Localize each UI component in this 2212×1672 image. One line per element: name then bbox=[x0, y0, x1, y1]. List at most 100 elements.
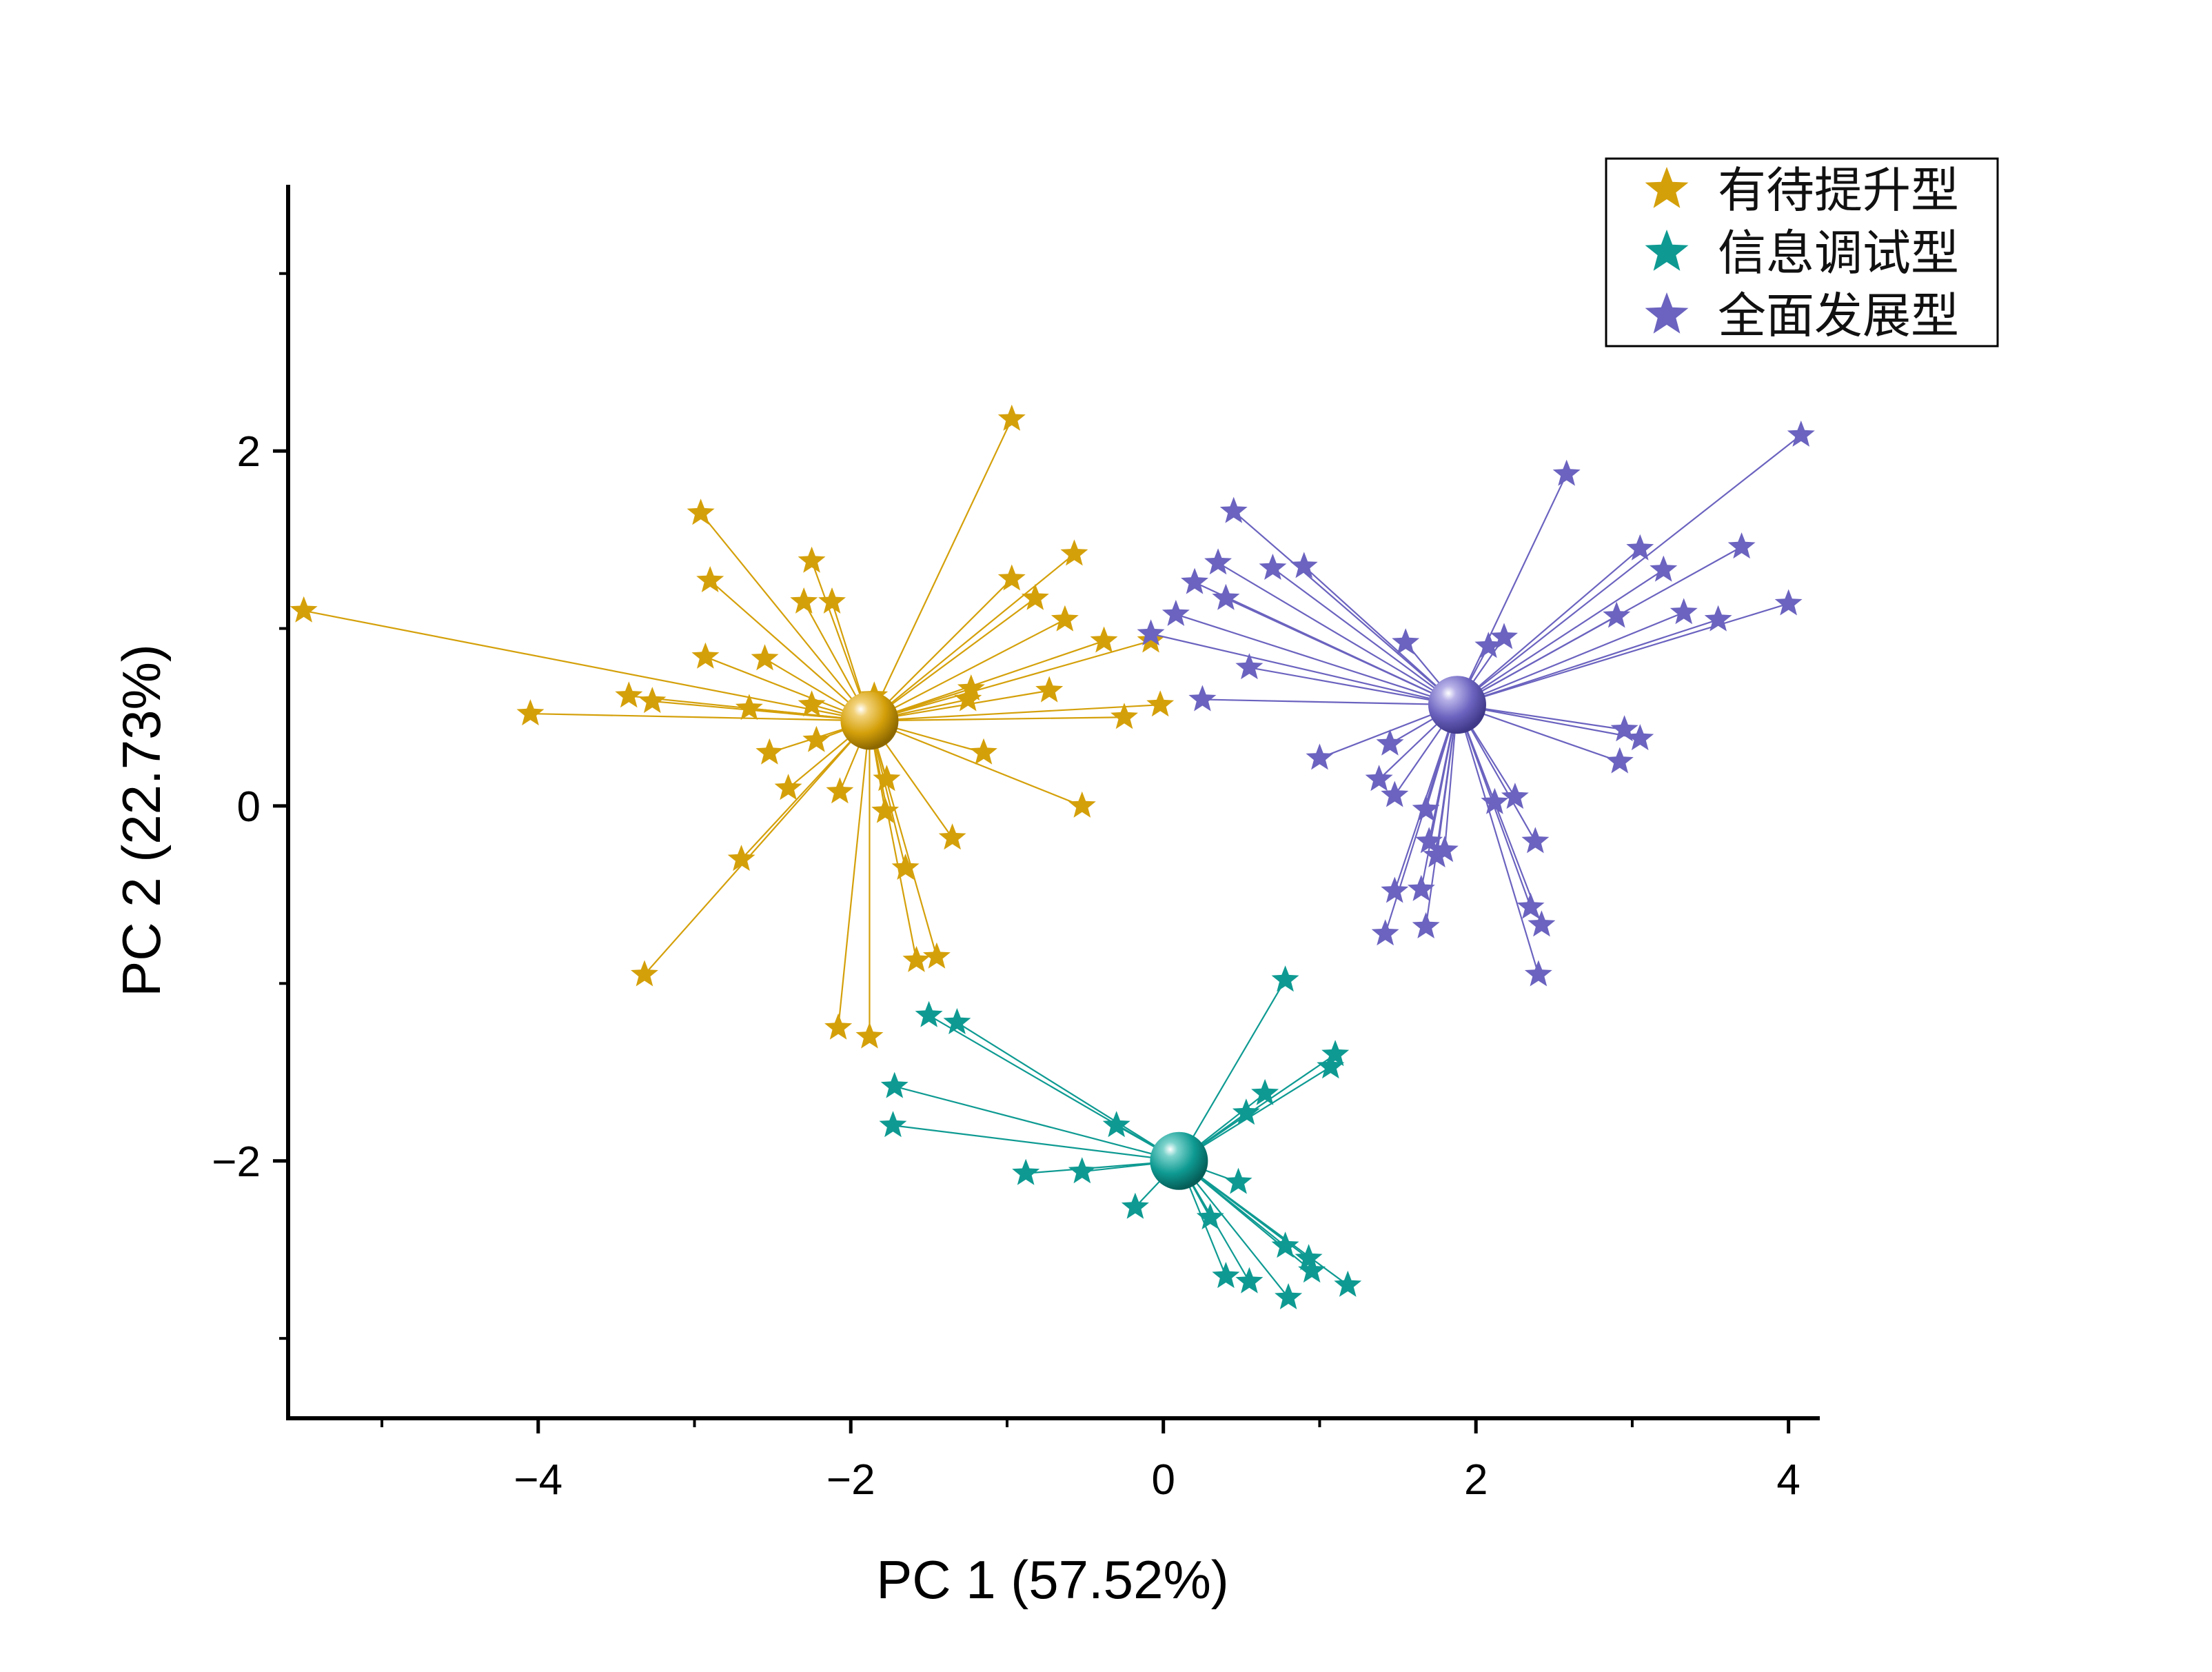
legend-star-marker bbox=[1645, 292, 1689, 334]
data-point-star bbox=[818, 587, 846, 614]
x-tick-label: −2 bbox=[826, 1456, 875, 1504]
spoke-line bbox=[644, 720, 871, 976]
data-point-star bbox=[1474, 632, 1503, 658]
legend-star-marker bbox=[1645, 230, 1689, 271]
data-point-star bbox=[1412, 912, 1440, 938]
x-tick-label: 2 bbox=[1464, 1456, 1488, 1504]
spoke-line bbox=[1457, 704, 1641, 740]
data-point-star bbox=[1650, 555, 1678, 582]
spoke-line bbox=[1456, 704, 1543, 925]
spoke-line bbox=[869, 597, 1036, 722]
data-point-star bbox=[1251, 1078, 1279, 1105]
data-point-star bbox=[1407, 874, 1435, 901]
data-point-star bbox=[1626, 534, 1654, 561]
spoke-line bbox=[1457, 546, 1743, 706]
data-point-star bbox=[290, 596, 318, 623]
data-point-star bbox=[1235, 653, 1264, 680]
spoke-line bbox=[1456, 474, 1567, 705]
spoke-line bbox=[869, 640, 1104, 722]
spoke-line bbox=[956, 1022, 1179, 1162]
spoke-line bbox=[838, 721, 871, 1028]
data-point-star bbox=[691, 642, 720, 669]
spoke-line bbox=[700, 512, 871, 722]
data-point-star bbox=[902, 945, 931, 972]
data-point-star bbox=[879, 1111, 907, 1138]
series-group bbox=[290, 404, 1175, 1049]
spoke-line bbox=[1150, 633, 1458, 706]
spoke-line bbox=[1178, 1160, 1289, 1298]
spoke-line bbox=[1178, 1066, 1331, 1162]
data-point-star bbox=[1727, 532, 1756, 559]
spoke-line bbox=[1225, 597, 1458, 706]
data-point-star bbox=[802, 725, 831, 752]
data-point-star bbox=[1232, 1098, 1260, 1125]
data-point-star bbox=[1121, 1192, 1149, 1219]
data-point-star bbox=[1334, 1270, 1362, 1297]
data-point-star bbox=[1376, 729, 1404, 756]
spoke-line bbox=[869, 618, 1066, 722]
data-point-star bbox=[1381, 876, 1409, 903]
data-point-star bbox=[1704, 605, 1732, 632]
y-tick-label: −2 bbox=[212, 1138, 261, 1186]
spoke-line bbox=[530, 712, 870, 722]
spoke-line bbox=[869, 640, 1151, 722]
data-point-star bbox=[638, 687, 667, 714]
data-point-star bbox=[1501, 783, 1529, 809]
data-point-star bbox=[970, 738, 997, 765]
spoke-line bbox=[704, 656, 870, 722]
data-point-star bbox=[1605, 747, 1634, 774]
data-point-star bbox=[1021, 583, 1049, 610]
plot-area bbox=[290, 404, 1815, 1309]
legend-label: 全面发展型 bbox=[1718, 288, 1959, 344]
data-point-star bbox=[1481, 787, 1509, 814]
data-point-star bbox=[1787, 420, 1815, 447]
data-point-star bbox=[1521, 827, 1550, 854]
data-point-star bbox=[954, 685, 982, 712]
data-point-star bbox=[915, 1000, 943, 1027]
spoke-line bbox=[869, 704, 1161, 722]
data-point-star bbox=[1774, 589, 1803, 616]
spoke-line bbox=[1217, 562, 1458, 706]
y-axis-ticks: −2 0 2 bbox=[212, 272, 288, 1340]
legend-label: 有待提升型 bbox=[1718, 162, 1959, 219]
y-axis-title: PC 2 (22.73%) bbox=[111, 644, 172, 997]
spoke-line bbox=[1457, 618, 1718, 706]
data-point-star bbox=[1295, 1244, 1323, 1271]
data-point-star bbox=[1516, 892, 1545, 919]
data-point-star bbox=[1060, 539, 1088, 566]
spoke-line bbox=[1303, 565, 1458, 706]
spoke-line bbox=[1202, 698, 1457, 706]
centroid-sphere bbox=[840, 692, 899, 750]
data-point-star bbox=[1181, 567, 1208, 594]
data-point-star bbox=[1610, 715, 1638, 742]
data-point-star bbox=[1275, 1283, 1303, 1309]
spoke-line bbox=[869, 716, 1125, 722]
data-point-star bbox=[957, 674, 985, 701]
data-point-star bbox=[1626, 724, 1654, 751]
data-point-star bbox=[1490, 623, 1518, 649]
x-tick-label: 4 bbox=[1776, 1456, 1800, 1504]
spoke-line bbox=[1457, 434, 1802, 706]
series-group bbox=[879, 965, 1362, 1309]
data-point-star bbox=[1321, 1040, 1350, 1067]
data-point-star bbox=[826, 777, 854, 804]
legend-label: 信息调试型 bbox=[1718, 225, 1959, 281]
spoke-line bbox=[1457, 547, 1641, 706]
spoke-line bbox=[709, 580, 871, 722]
data-point-star bbox=[1068, 791, 1096, 818]
data-point-star bbox=[1365, 765, 1393, 792]
data-point-star bbox=[1235, 1267, 1264, 1293]
data-point-star bbox=[1090, 626, 1118, 653]
data-point-star bbox=[1146, 690, 1175, 717]
data-point-star bbox=[1224, 1167, 1252, 1194]
spoke-line bbox=[894, 1085, 1179, 1162]
spoke-line bbox=[869, 419, 1013, 721]
spoke-line bbox=[869, 721, 917, 961]
data-point-star bbox=[855, 1022, 884, 1049]
spoke-line bbox=[1178, 979, 1286, 1162]
data-point-star bbox=[1068, 1157, 1096, 1184]
data-point-star bbox=[938, 823, 966, 850]
data-point-star bbox=[727, 845, 755, 872]
